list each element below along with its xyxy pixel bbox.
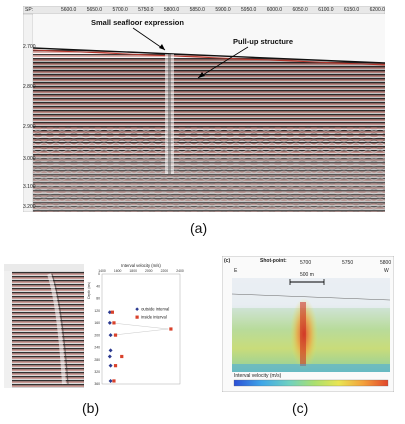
label-b: (b) bbox=[82, 400, 100, 416]
legend-marker bbox=[135, 315, 139, 319]
y-tick-label: 160 bbox=[94, 321, 100, 325]
shotpoint-tick-5750: 5750 bbox=[342, 260, 354, 266]
y-tick-label: 200 bbox=[94, 333, 100, 337]
time-tick-2800: 2.800 bbox=[23, 84, 36, 90]
scale-bar-label: 500 m bbox=[300, 272, 314, 278]
label-a: (a) bbox=[190, 220, 208, 236]
y-tick-label: 280 bbox=[94, 358, 100, 362]
time-tick-2700: 2.700 bbox=[23, 44, 36, 50]
time-tick-3100: 3.100 bbox=[23, 184, 36, 190]
outside-interval-point bbox=[108, 378, 113, 383]
inside-interval-point bbox=[112, 379, 116, 383]
colorbar bbox=[233, 379, 389, 387]
panel-a: SP: 5600.0 5650.0 5700.0 5750.0 5800.0 5… bbox=[22, 5, 386, 213]
legend-label: outside interval bbox=[141, 307, 169, 312]
tick-sp-5700: 5700.0 bbox=[112, 7, 128, 13]
tick-sp-5650: 5650.0 bbox=[86, 7, 103, 13]
inside-interval-point bbox=[112, 321, 116, 325]
sp-label: SP: bbox=[25, 7, 34, 13]
time-tick-2900: 2.900 bbox=[23, 124, 36, 130]
y-axis-label: Depth (ms) bbox=[87, 282, 91, 299]
seafloor-annotation: Small seafloor expression bbox=[91, 18, 184, 27]
tick-sp-5600: 5600.0 bbox=[61, 7, 77, 13]
y-tick-label: 120 bbox=[94, 309, 100, 313]
inside-interval-point bbox=[113, 364, 118, 368]
inside-interval-point bbox=[110, 310, 114, 314]
outside-interval-point bbox=[108, 333, 113, 338]
y-tick-label: 360 bbox=[94, 382, 100, 386]
x-tick-label: 1600 bbox=[114, 269, 122, 273]
inside-interval-point bbox=[113, 333, 118, 337]
top-axis-ticks: 5600.0 5650.0 5700.0 5750.0 5800.0 5850.… bbox=[61, 7, 385, 13]
y-tick-label: 320 bbox=[94, 370, 100, 374]
panel-b-seismic bbox=[3, 263, 85, 389]
tick-sp-5800: 5800.0 bbox=[163, 7, 180, 13]
tick-sp-6000: 6000.0 bbox=[266, 7, 283, 13]
y-tick-label: 0 bbox=[98, 272, 100, 276]
x-tick-label: 2400 bbox=[176, 269, 184, 273]
seismic-section-b bbox=[3, 263, 85, 389]
inside-interval-point bbox=[169, 327, 173, 331]
chart-title: Interval velocity (m/s) bbox=[121, 263, 161, 268]
pullup-annotation: Pull-up structure bbox=[233, 37, 294, 46]
tick-sp-5750: 5750.0 bbox=[138, 7, 154, 13]
annotation-arrows bbox=[132, 27, 249, 79]
tick-sp-5850: 5850.0 bbox=[189, 7, 205, 13]
panel-c: (c) Shot-point: 5700 5750 5800 E W 500 m… bbox=[221, 255, 395, 393]
shotpoint-tick-5700: 5700 bbox=[300, 260, 312, 266]
outside-interval-point bbox=[107, 354, 112, 359]
shotpoint-label: Shot-point: bbox=[260, 258, 287, 264]
time-tick-3200: 3.200 bbox=[23, 204, 36, 210]
y-tick-label: 80 bbox=[96, 297, 100, 301]
y-tick-label: 240 bbox=[94, 346, 100, 350]
x-tick-label: 1800 bbox=[129, 269, 137, 273]
label-c: (c) bbox=[292, 400, 309, 416]
tick-sp-6200: 6200.0 bbox=[369, 7, 385, 13]
west-label: W bbox=[384, 268, 389, 274]
outside-interval-point bbox=[107, 320, 112, 325]
outside-interval-point bbox=[108, 363, 113, 368]
tick-sp-6050: 6050.0 bbox=[292, 7, 308, 13]
tick-sp-6150: 6150.0 bbox=[343, 7, 360, 13]
x-tick-label: 2000 bbox=[145, 269, 153, 273]
x-tick-label: 1400 bbox=[98, 269, 106, 273]
tick-sp-6100: 6100.0 bbox=[318, 7, 334, 13]
tick-sp-5900: 5900.0 bbox=[215, 7, 231, 13]
series-line bbox=[111, 322, 169, 330]
outside-interval-point bbox=[108, 348, 113, 353]
velocity-section-c bbox=[221, 255, 395, 393]
interval-velocity-chart: Interval velocity (m/s)1400 1600 1800 2000 2… bbox=[87, 263, 184, 386]
y-tick-label: 40 bbox=[96, 284, 100, 288]
series-line bbox=[112, 328, 169, 336]
tick-sp-5950: 5950.0 bbox=[241, 7, 257, 13]
legend-label: inside interval bbox=[141, 315, 167, 320]
seismic-section-a bbox=[22, 5, 386, 213]
x-tick-label: 2200 bbox=[161, 269, 169, 273]
east-label: E bbox=[234, 268, 238, 274]
legend-marker bbox=[135, 307, 139, 311]
shotpoint-tick-5800: 5800 bbox=[380, 260, 392, 266]
colorbar-title: Interval velocity (m/s) bbox=[234, 373, 282, 379]
panel-b-chart: Interval velocity (m/s) 1400 1600 1800 2000 2… bbox=[86, 262, 184, 390]
inside-interval-point bbox=[120, 354, 124, 359]
time-tick-3000: 3.000 bbox=[23, 156, 36, 162]
panel-c-tag: (c) bbox=[224, 258, 231, 264]
